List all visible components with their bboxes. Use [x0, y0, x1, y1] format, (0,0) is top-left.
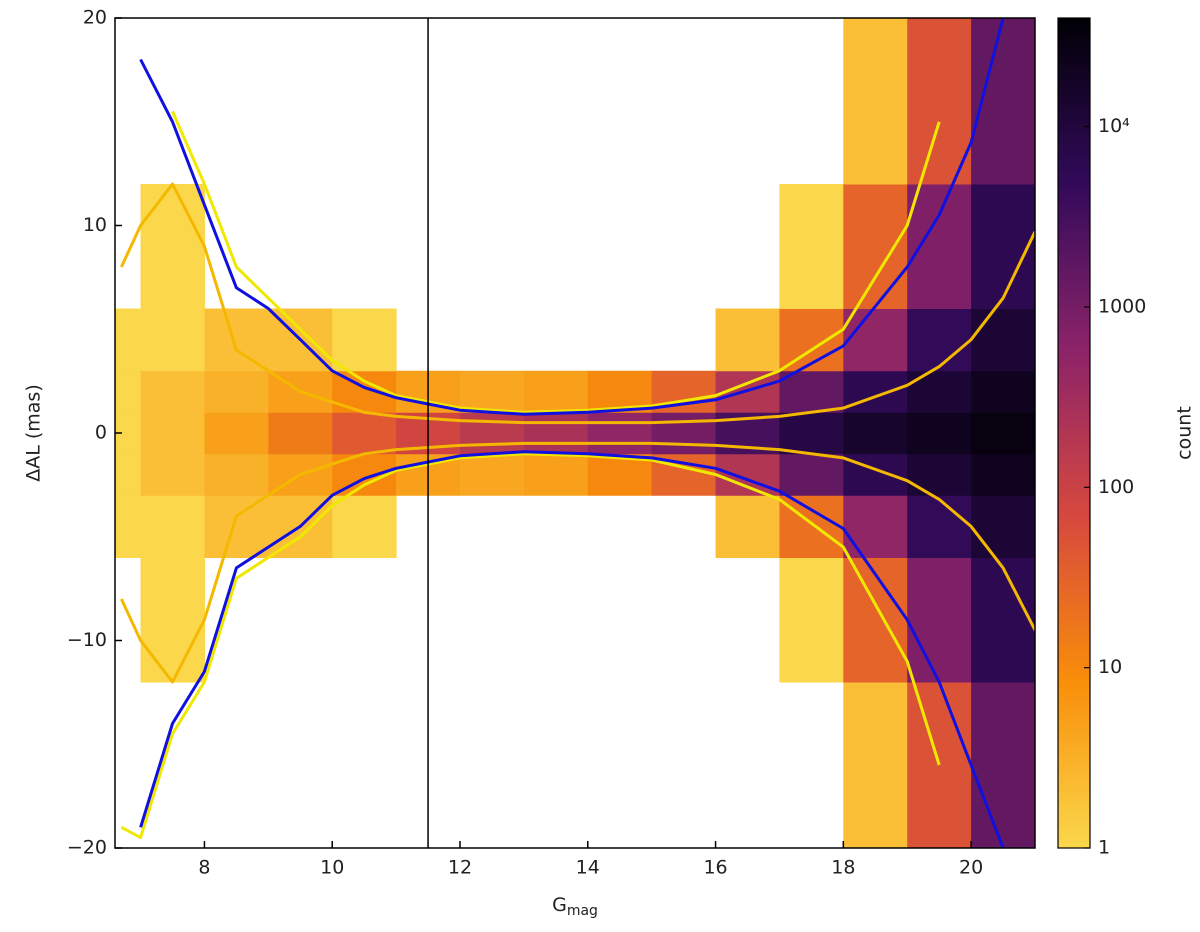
heatmap-cell — [523, 370, 589, 413]
heatmap-cell — [332, 308, 397, 372]
heatmap-cell — [523, 412, 589, 455]
x-tick-label: 16 — [703, 857, 727, 879]
percentile-curve — [120, 182, 1035, 425]
y-tick-label: 20 — [83, 7, 107, 29]
heatmap-cell — [460, 453, 525, 496]
heatmap-cell — [907, 412, 972, 455]
curves — [120, 18, 1035, 848]
x-tick-label: 20 — [959, 857, 983, 879]
heatmap-cell — [971, 412, 1035, 455]
heatmap-cell — [204, 370, 269, 413]
heatmap-cell — [907, 18, 972, 185]
heatmap-cell — [779, 370, 844, 413]
heatmap-cell — [843, 682, 908, 848]
heatmap-cell — [523, 453, 589, 496]
heatmap-cell — [204, 453, 269, 496]
heatmap-cell — [779, 557, 844, 683]
y-tick-label: 10 — [83, 214, 107, 236]
heatmap-cell — [971, 682, 1035, 848]
heatmap-cell — [843, 308, 908, 372]
heatmap-cell — [460, 412, 525, 455]
axes: 8 10 12 14 16 18 20 −20 −10 0 10 20 1 10 100 1000 10⁴ — [67, 7, 1146, 879]
heatmap-cell — [140, 308, 205, 372]
heatmap-cell — [907, 557, 972, 683]
percentile-curve — [139, 450, 1005, 848]
x-tick-label: 18 — [831, 857, 855, 879]
heatmap-cell — [843, 184, 908, 309]
heatmap — [115, 18, 1035, 848]
heatmap-cell — [907, 370, 972, 413]
heatmap-cell — [140, 557, 205, 683]
heatmap-cell — [971, 453, 1035, 496]
heatmap-cell — [115, 495, 142, 558]
heatmap-cell — [587, 412, 653, 455]
heatmap-cell — [332, 412, 397, 455]
heatmap-cell — [140, 412, 205, 455]
heatmap-cell — [843, 412, 908, 455]
heatmap-cell — [971, 495, 1035, 558]
heatmap-cell — [115, 308, 142, 372]
heatmap-cell — [115, 370, 142, 413]
heatmap-cell — [204, 412, 269, 455]
heatmap-cell — [907, 184, 972, 309]
heatmap-cell — [268, 412, 333, 455]
heatmap-cell — [715, 453, 780, 496]
heatmap-cell — [971, 370, 1035, 413]
x-tick-label: 8 — [198, 857, 210, 879]
heatmap-cell — [140, 370, 205, 413]
heatmap-cell — [971, 308, 1035, 372]
colorbar-tick-label: 1 — [1098, 837, 1110, 859]
heatmap-cell — [779, 495, 844, 558]
heatmap-cell — [204, 308, 269, 372]
colorbar-tick-label: 10 — [1098, 656, 1122, 678]
heatmap-cell — [779, 184, 844, 309]
percentile-curve — [139, 18, 1005, 416]
colorbar — [1057, 17, 1091, 849]
colorbar-tick-label: 1000 — [1098, 295, 1146, 317]
heatmap-cell — [779, 308, 844, 372]
heatmap-cell — [843, 18, 908, 185]
percentile-curve — [171, 110, 941, 414]
colorbar-tick-label: 10⁴ — [1098, 115, 1130, 137]
heatmap-cell — [907, 682, 972, 848]
heatmap-cell — [843, 495, 908, 558]
heatmap-cell — [715, 308, 780, 372]
percentile-curve — [120, 441, 1035, 684]
heatmap-cell — [204, 495, 269, 558]
x-label-main: G — [552, 894, 567, 916]
x-tick-label: 14 — [576, 857, 600, 879]
heatmap-cell — [715, 495, 780, 558]
x-label-sub: mag — [567, 903, 598, 919]
x-axis-label: Gmag — [552, 894, 598, 920]
heatmap-cell — [971, 557, 1035, 683]
y-tick-label: −10 — [67, 629, 107, 651]
percentile-curve — [120, 452, 941, 840]
heatmap-cell — [651, 412, 717, 455]
heatmap-cell — [779, 453, 844, 496]
colorbar-tick-label: 100 — [1098, 476, 1134, 498]
heatmap-cell — [907, 308, 972, 372]
colorbar-label: count — [1174, 406, 1196, 460]
y-axis-label: ΔAL (mas) — [23, 384, 45, 482]
heatmap-cell — [140, 495, 205, 558]
x-tick-label: 12 — [448, 857, 472, 879]
heatmap-cell — [460, 370, 525, 413]
heatmap-cell — [907, 453, 972, 496]
heatmap-cell — [971, 184, 1035, 309]
heatmap-cell — [332, 495, 397, 558]
y-tick-label: −20 — [67, 837, 107, 859]
heatmap-cell — [140, 453, 205, 496]
heatmap-cell — [115, 453, 142, 496]
heatmap-cell — [843, 370, 908, 413]
heatmap-cell — [907, 495, 972, 558]
heatmap-cell — [779, 412, 844, 455]
x-tick-label: 10 — [320, 857, 344, 879]
y-tick-label: 0 — [95, 422, 107, 444]
heatmap-cell — [843, 557, 908, 683]
heatmap-cell — [140, 184, 205, 309]
